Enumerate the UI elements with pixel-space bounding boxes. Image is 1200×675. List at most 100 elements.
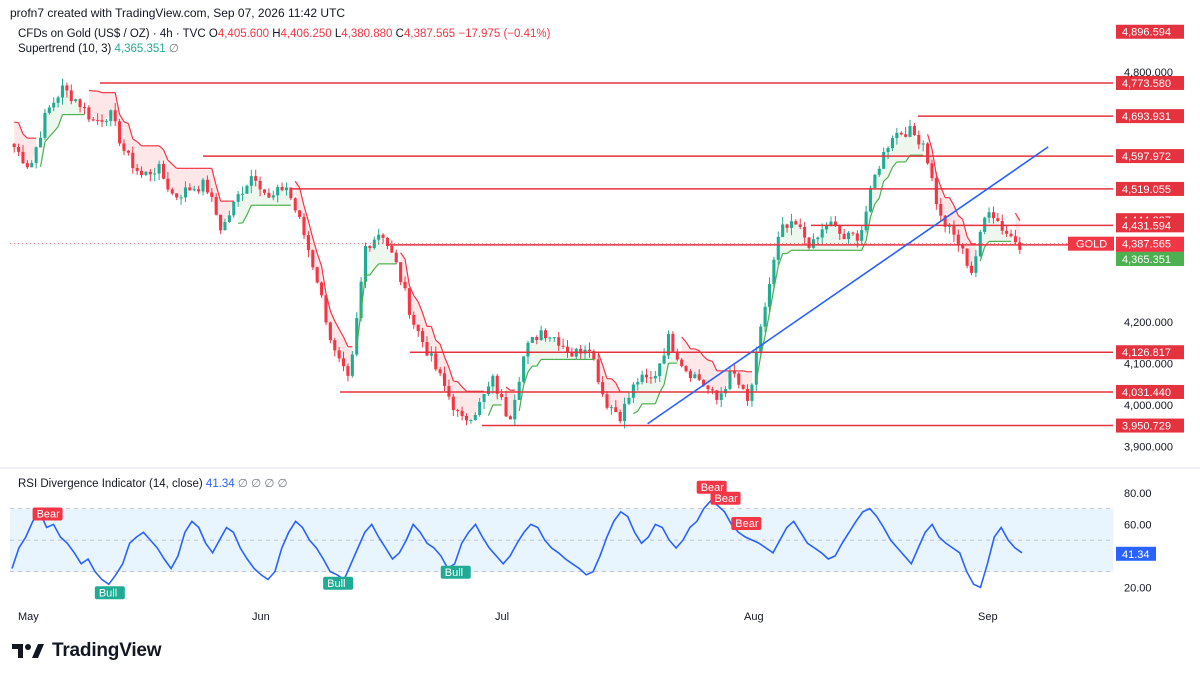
level-tag-label: 4,126.817: [1122, 347, 1171, 359]
candle-body: [535, 336, 539, 340]
level-tag-label: 4,773.580: [1122, 78, 1171, 90]
candle-body: [860, 229, 864, 241]
supertrend-segment: [417, 301, 424, 314]
last-price-tag-bg: [1116, 236, 1184, 251]
candle-body: [930, 163, 934, 179]
supertrend-segment: [663, 363, 670, 385]
candle-body: [60, 85, 65, 98]
candle-body: [416, 324, 420, 332]
candle-body: [719, 393, 723, 401]
candle-body: [728, 371, 732, 390]
candle-body: [478, 401, 482, 415]
candle-body: [368, 246, 372, 249]
low-label: L: [334, 28, 342, 40]
time-tick-label: May: [18, 611, 39, 623]
supertrend-fill: [14, 85, 1020, 422]
supertrend-segment: [435, 339, 441, 345]
supertrend-segment: [887, 166, 894, 178]
time-axis[interactable]: May Jun Jul Aug Sep: [18, 611, 998, 623]
supertrend-area: [198, 168, 204, 192]
supertrend-segment: [523, 371, 529, 386]
candle-body: [526, 342, 530, 357]
candle-body: [315, 267, 319, 283]
signal-bg: [710, 491, 741, 505]
candle-body: [781, 224, 785, 237]
level-tag-bg: [1116, 345, 1184, 360]
candle-body: [298, 210, 302, 217]
candle-body: [680, 359, 684, 367]
supertrend-area: [268, 195, 274, 206]
candle-body: [324, 295, 328, 323]
candle-body: [952, 225, 956, 235]
level-tag: 4,693.931: [1116, 109, 1184, 124]
level-tag: 4,431.594: [1116, 218, 1184, 233]
supertrend-segment: [949, 197, 955, 206]
candle-body: [78, 99, 82, 108]
supertrend-segment: [167, 159, 173, 165]
candle-body: [429, 353, 433, 356]
supertrend-segment: [602, 364, 608, 379]
supertrend-area: [479, 391, 485, 402]
brand-footer[interactable]: TradingView: [12, 640, 162, 662]
supertrend-area: [918, 143, 924, 156]
high-label: H: [272, 28, 281, 40]
signal-bg: [696, 480, 727, 494]
candle-body: [601, 382, 605, 395]
candle-body: [161, 163, 166, 179]
candle-body: [210, 192, 214, 197]
signal-label: Bear: [715, 493, 739, 505]
bull-signal: Bull: [94, 586, 125, 600]
supertrend-segment: [439, 343, 446, 358]
supertrend-segment: [136, 141, 142, 147]
candle-body: [504, 397, 508, 417]
supertrend-segment: [979, 246, 986, 262]
candle-body: [482, 394, 486, 402]
supertrend-segment: [413, 295, 419, 303]
candle-body: [1005, 230, 1009, 234]
candle-body: [126, 150, 130, 153]
supertrend-area: [255, 180, 261, 206]
supertrend-area: [102, 92, 107, 122]
supertrend-segment: [44, 136, 50, 143]
candle-body: [118, 121, 122, 144]
candle-body: [732, 371, 736, 374]
supertrend-segment: [53, 126, 59, 133]
supertrend-segment: [891, 161, 898, 168]
supertrend-segment: [57, 114, 64, 127]
candle-body: [847, 232, 851, 240]
supertrend-area: [137, 141, 142, 175]
indicator-row: Supertrend (10, 3) 4,365.351 ∅: [18, 42, 550, 57]
supertrend-tag-bg: [1116, 251, 1184, 266]
rsi-axis[interactable]: 80.00 60.00 20.00 41.34: [1116, 488, 1156, 595]
bear-signal: Bear: [32, 507, 63, 521]
supertrend-segment: [215, 185, 222, 202]
candle-body: [807, 237, 811, 248]
candle-body: [69, 90, 73, 102]
supertrend-area: [71, 99, 76, 115]
rsi-name[interactable]: RSI Divergence Indicator (14, close): [18, 478, 203, 490]
supertrend-area: [185, 168, 190, 191]
candle-body: [882, 152, 886, 169]
candle-body: [649, 377, 653, 379]
symbol-title[interactable]: CFDs on Gold (US$ / OZ) · 4h · TVC: [18, 28, 206, 40]
price-axis[interactable]: 4,800.000 4,200.000 4,100.000 4,000.000 3,90…: [1124, 67, 1173, 454]
candle-body: [785, 224, 789, 228]
supertrend-segment: [773, 265, 779, 290]
supertrend-segment: [158, 145, 164, 151]
indicator-name[interactable]: Supertrend (10, 3): [18, 43, 112, 55]
trendline[interactable]: [647, 146, 1049, 425]
supertrend-segment: [373, 263, 380, 270]
candle-body: [227, 215, 231, 223]
candle-body: [267, 192, 271, 198]
supertrend-segment: [48, 131, 55, 138]
candle-body: [557, 337, 561, 346]
support-resistance-levels[interactable]: 4,896.594 4,773.580 4,693.931 4,597.972 4,51…: [10, 24, 1184, 433]
supertrend-area: [510, 390, 515, 420]
candle-body: [706, 385, 710, 390]
level-tag-bg: [1116, 109, 1184, 124]
time-tick-label: Sep: [978, 611, 998, 623]
supertrend-segment: [786, 249, 792, 255]
rsi-legend[interactable]: RSI Divergence Indicator (14, close) 41.…: [18, 476, 288, 490]
symbol-legend[interactable]: CFDs on Gold (US$ / OZ) · 4h · TVC O4,40…: [18, 27, 550, 57]
